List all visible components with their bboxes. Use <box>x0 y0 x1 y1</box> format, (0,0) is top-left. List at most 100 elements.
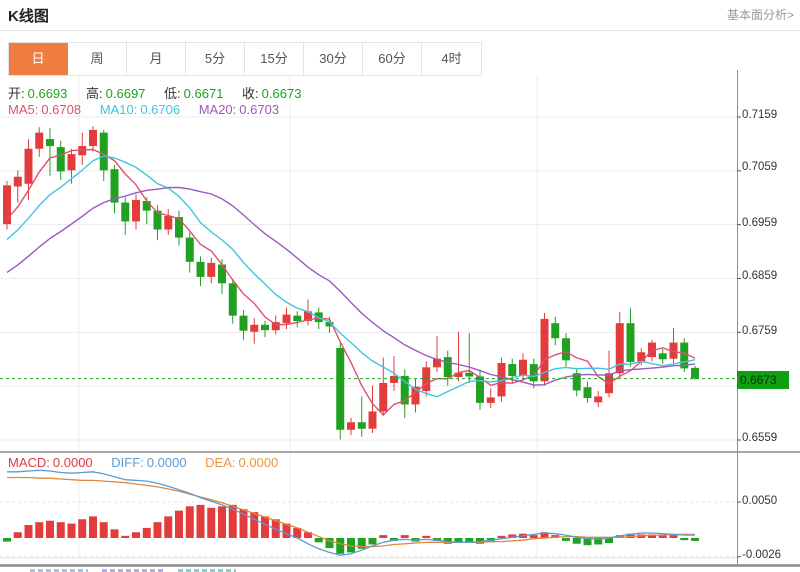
candle-up <box>411 386 420 405</box>
candle-down <box>465 372 474 377</box>
macd-bar-pos <box>24 525 33 538</box>
y-tick-0.7159: 0.7159 <box>742 109 778 121</box>
candle-down <box>562 338 570 361</box>
macd-bar-pos <box>228 504 237 538</box>
candle-down <box>551 323 560 339</box>
y-tick-0.6859: 0.6859 <box>742 270 778 282</box>
macd-tick-neg0.0026: -0.0026 <box>742 549 782 561</box>
macd-bar-pos <box>615 535 624 538</box>
candle-down <box>99 132 108 171</box>
ma10-line <box>6 155 696 398</box>
macd-bar-pos <box>250 512 259 538</box>
candle-down <box>175 217 183 238</box>
macd-bar-neg <box>465 538 474 542</box>
candle-up <box>379 382 388 412</box>
macd-legend: MACD: 0.0000 DIFF: 0.0000 DEA: 0.0000 <box>8 455 281 470</box>
macd-bar-neg <box>347 538 355 553</box>
macd-bar-pos <box>56 522 65 538</box>
candle-up <box>132 199 140 222</box>
diff-label: DIFF: <box>111 455 144 470</box>
tab-60min[interactable]: 60分 <box>363 43 422 75</box>
open-label: 开: <box>8 86 25 101</box>
ma5-value: 0.6708 <box>41 102 82 117</box>
tab-4hour[interactable]: 4时 <box>422 43 481 75</box>
candle-up <box>67 154 76 171</box>
macd-bar-pos <box>293 527 302 538</box>
tab-5min[interactable]: 5分 <box>186 43 245 75</box>
macd-bar-pos <box>648 534 656 538</box>
high-label: 高: <box>86 86 103 101</box>
ma20-line <box>6 186 696 386</box>
macd-bar-pos <box>669 535 678 538</box>
macd-bar-pos <box>271 519 280 538</box>
dea-label: DEA: <box>205 455 236 470</box>
candle-down <box>400 375 409 405</box>
candle-down <box>153 210 162 230</box>
macd-bar-neg <box>443 538 452 544</box>
ma-legend: MA5: 0.6708 MA10: 0.6706 MA20: 0.6703 <box>8 102 282 117</box>
macd-bar-pos <box>422 535 431 538</box>
macd-bar-pos <box>637 534 646 538</box>
tab-monthly[interactable]: 月 <box>127 43 186 75</box>
candle-down <box>529 364 538 382</box>
y-tick-0.6559: 0.6559 <box>742 432 778 444</box>
macd-label: MACD: <box>8 455 50 470</box>
macd-bar-neg <box>605 538 613 544</box>
candle-down <box>121 202 130 222</box>
candle-down <box>508 364 517 376</box>
macd-bar-neg <box>562 538 570 541</box>
candle-down <box>572 373 581 391</box>
tab-weekly[interactable]: 周 <box>68 43 127 75</box>
macd-bar-pos <box>164 516 173 538</box>
macd-bar-pos <box>658 535 667 538</box>
macd-bar-neg <box>357 538 366 549</box>
candle-up <box>519 359 527 376</box>
ma20-label: MA20: <box>198 102 237 117</box>
candle-up <box>605 373 613 394</box>
candle-up <box>3 185 11 225</box>
candle-up <box>304 311 312 322</box>
candle-down <box>110 169 119 203</box>
tab-15min[interactable]: 15分 <box>245 43 304 75</box>
fundamental-analysis-link[interactable]: 基本面分析> <box>726 8 794 22</box>
clipped-indicator-legend <box>30 569 236 572</box>
macd-bar-pos <box>185 506 194 538</box>
candle-down <box>476 376 484 403</box>
candle-down <box>583 387 592 399</box>
macd-bar-pos <box>207 507 216 538</box>
macd-bar-neg <box>3 538 11 542</box>
macd-bar-pos <box>551 535 560 538</box>
candle-down <box>336 347 345 430</box>
y-tick-0.7059: 0.7059 <box>742 161 778 173</box>
ma10-value: 0.6706 <box>140 102 181 117</box>
macd-bar-neg <box>486 538 495 543</box>
candle-down <box>196 261 205 277</box>
macd-bar-neg <box>368 538 377 545</box>
candle-down <box>46 139 54 147</box>
ma5-line <box>6 148 696 417</box>
candle-up <box>250 324 259 332</box>
macd-bar-neg <box>594 538 603 545</box>
candle-up <box>422 367 431 392</box>
candle-up <box>486 397 495 403</box>
candle-up <box>24 148 33 184</box>
ma10-label: MA10: <box>99 102 138 117</box>
candle-up <box>454 372 463 378</box>
macd-bar-pos <box>529 535 538 538</box>
macd-bar-pos <box>508 534 517 538</box>
macd-bar-pos <box>304 532 312 538</box>
tab-30min[interactable]: 30分 <box>304 43 363 75</box>
macd-bar-pos <box>89 516 97 538</box>
macd-bar-neg <box>390 538 398 541</box>
candle-down <box>314 312 323 323</box>
candle-up <box>648 342 656 358</box>
macd-bar-pos <box>519 533 527 538</box>
clipped-legend-fragment <box>30 569 88 572</box>
dea-line <box>7 476 695 548</box>
macd-bar-neg <box>336 538 345 554</box>
tab-daily[interactable]: 日 <box>9 43 68 75</box>
macd-bar-pos <box>35 522 44 538</box>
candle-down <box>357 422 366 429</box>
candle-down <box>680 342 689 369</box>
macd-bar-pos <box>400 535 409 538</box>
